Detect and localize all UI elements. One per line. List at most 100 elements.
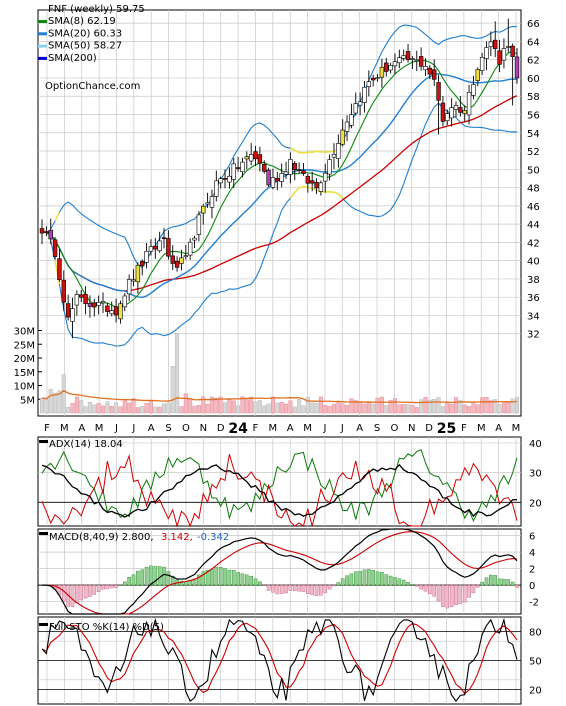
macd-histogram-bar bbox=[449, 584, 454, 608]
site-label: OptionChance.com bbox=[45, 81, 140, 92]
volume-bar bbox=[497, 404, 502, 414]
x-tick-label: J bbox=[114, 423, 118, 434]
candle-body bbox=[336, 143, 341, 159]
macd-histogram-bar bbox=[88, 584, 92, 597]
macd-histogram-bar bbox=[384, 574, 389, 586]
candle-body bbox=[275, 178, 280, 182]
macd-histogram-bar bbox=[510, 581, 515, 586]
macd-histogram-bar bbox=[140, 569, 145, 586]
volume-bar bbox=[249, 396, 254, 414]
macd-histogram-bar bbox=[336, 582, 341, 586]
candle-body bbox=[222, 178, 228, 180]
candle-body bbox=[205, 202, 210, 205]
legend-label: SMA(8) 62.19 bbox=[48, 16, 116, 27]
volume-bar bbox=[87, 402, 92, 414]
candle-body bbox=[497, 50, 502, 65]
candle-body bbox=[353, 103, 358, 114]
volume-bar bbox=[109, 406, 114, 414]
macd-histogram-bar bbox=[83, 584, 88, 599]
volume-bar bbox=[227, 399, 232, 414]
legend-label: SMA(200) bbox=[48, 53, 97, 64]
candle-body bbox=[388, 64, 393, 71]
squeeze-upper bbox=[329, 150, 335, 153]
candle-body bbox=[432, 69, 437, 80]
sto-y-tick: 20 bbox=[529, 686, 542, 697]
macd-histogram-bar bbox=[502, 578, 506, 586]
macd-y-tick: -2 bbox=[529, 598, 539, 609]
volume-bar bbox=[353, 400, 358, 414]
candle-body bbox=[279, 173, 284, 182]
candle-body bbox=[384, 62, 389, 72]
squeeze-lower bbox=[333, 191, 339, 195]
candle-body bbox=[65, 303, 71, 318]
candle-body bbox=[227, 175, 232, 183]
volume-bar bbox=[419, 399, 424, 414]
volume-bar bbox=[462, 404, 467, 414]
candle-body bbox=[266, 169, 271, 186]
macd-histogram-bar bbox=[454, 584, 458, 606]
volume-bar bbox=[170, 366, 175, 414]
volume-bar bbox=[288, 400, 293, 414]
candle-body bbox=[196, 214, 202, 235]
squeeze-lower bbox=[303, 185, 308, 189]
volume-bar bbox=[301, 405, 306, 414]
volume-bar bbox=[240, 396, 245, 414]
macd-histogram-bar bbox=[340, 578, 345, 586]
sto-d-line bbox=[41, 622, 518, 695]
x-tick-label: J bbox=[322, 423, 326, 434]
volume-bar bbox=[70, 403, 75, 414]
candle-body bbox=[118, 303, 123, 320]
macd-histogram-bar bbox=[301, 584, 306, 593]
volume-bar bbox=[449, 404, 454, 414]
candle-body bbox=[462, 110, 467, 114]
candle-body bbox=[214, 180, 219, 197]
volume-bar bbox=[148, 400, 153, 414]
candle-body bbox=[296, 169, 302, 171]
price-y-tick: 44 bbox=[527, 220, 540, 231]
candle-body bbox=[506, 46, 511, 48]
candle-body bbox=[87, 303, 93, 307]
macd-histogram-bar bbox=[401, 579, 406, 586]
volume-bar bbox=[57, 390, 62, 414]
volume-bar bbox=[122, 399, 127, 414]
macd-histogram-bar bbox=[445, 584, 450, 609]
volume-bar bbox=[471, 401, 476, 414]
squeeze-upper bbox=[290, 147, 296, 152]
candle-body bbox=[201, 205, 206, 214]
adx-panel-frame bbox=[37, 436, 522, 527]
candle-body bbox=[318, 182, 324, 192]
candle-body bbox=[458, 107, 463, 113]
macd-histogram-bar bbox=[131, 574, 136, 586]
adx-y-tick: 40 bbox=[529, 439, 542, 450]
macd-histogram-bar bbox=[353, 571, 358, 586]
price-y-tick: 64 bbox=[527, 37, 540, 48]
macd-histogram-bar bbox=[314, 584, 319, 596]
candle-body bbox=[170, 255, 175, 264]
x-tick-label: M bbox=[268, 423, 277, 434]
macd-histogram-bar bbox=[480, 581, 484, 586]
candle-body bbox=[187, 241, 193, 256]
macd-histogram-bar bbox=[279, 584, 284, 594]
macd-histogram-bar bbox=[484, 577, 489, 586]
macd-histogram-bar bbox=[136, 570, 140, 586]
volume-bar bbox=[179, 406, 184, 414]
volume-bar bbox=[96, 403, 101, 414]
candle-body bbox=[440, 102, 446, 122]
volume-bar bbox=[379, 396, 384, 414]
adx-title: ADX(14) 18.04 bbox=[49, 439, 123, 450]
macd-histogram-bar bbox=[114, 584, 118, 588]
price-y-tick: 56 bbox=[527, 110, 540, 121]
candle-body bbox=[301, 170, 306, 174]
macd-histogram-bar bbox=[515, 584, 519, 588]
macd-histogram-bar bbox=[218, 567, 223, 586]
volume-bar bbox=[92, 404, 97, 414]
macd-histogram-bar bbox=[105, 584, 110, 590]
adx-line bbox=[41, 463, 518, 518]
sto-y-tick: 80 bbox=[529, 628, 542, 639]
candle-body bbox=[493, 39, 498, 49]
price-y-tick: 60 bbox=[527, 74, 540, 85]
candle-body bbox=[192, 237, 197, 241]
volume-bar bbox=[140, 406, 145, 414]
volume-bar bbox=[192, 405, 197, 414]
volume-bar bbox=[61, 374, 66, 414]
